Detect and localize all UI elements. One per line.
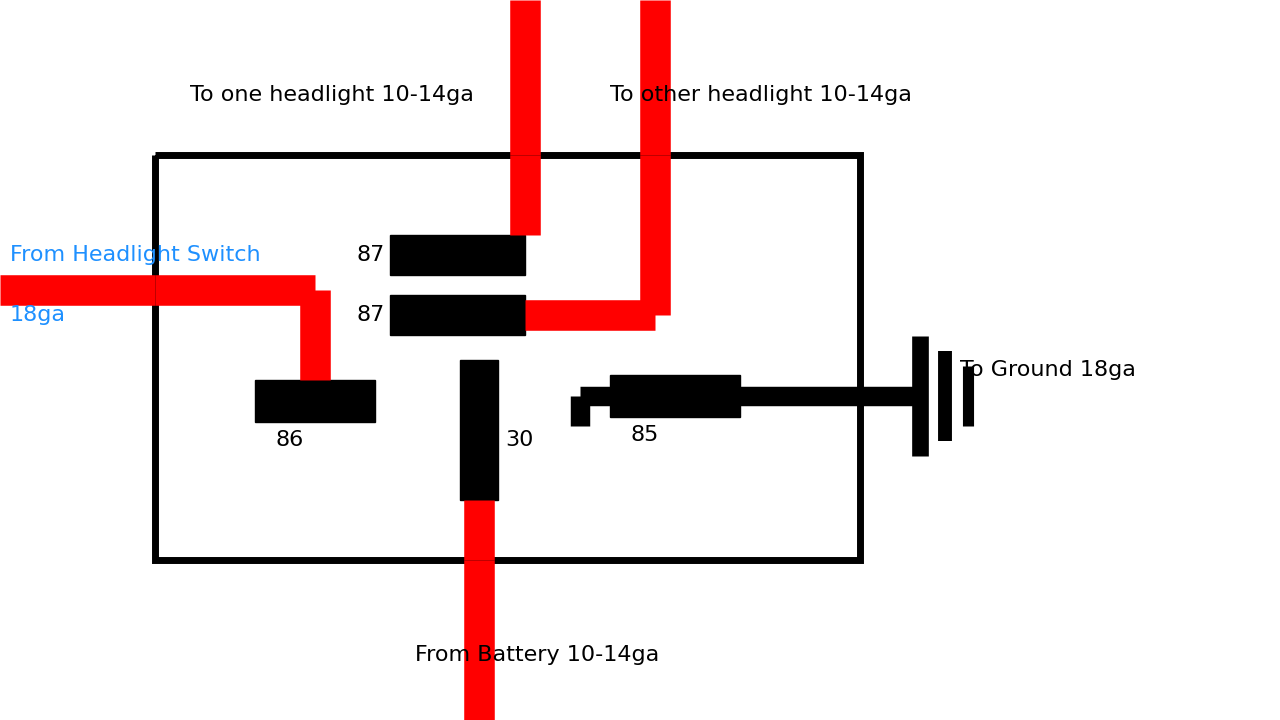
Bar xyxy=(390,235,525,275)
Bar xyxy=(390,295,525,335)
Text: 18ga: 18ga xyxy=(10,305,67,325)
Text: To other headlight 10-14ga: To other headlight 10-14ga xyxy=(611,85,911,105)
Text: From Headlight Switch: From Headlight Switch xyxy=(10,245,261,265)
Bar xyxy=(255,380,375,422)
Text: 87: 87 xyxy=(357,245,385,265)
Bar xyxy=(611,375,740,417)
Text: To one headlight 10-14ga: To one headlight 10-14ga xyxy=(189,85,474,105)
Text: 87: 87 xyxy=(357,305,385,325)
Text: 86: 86 xyxy=(276,430,305,450)
Text: 30: 30 xyxy=(506,430,534,450)
Text: 85: 85 xyxy=(631,425,659,445)
Text: To Ground 18ga: To Ground 18ga xyxy=(960,360,1135,380)
Bar xyxy=(460,360,498,500)
Text: From Battery 10-14ga: From Battery 10-14ga xyxy=(415,645,659,665)
